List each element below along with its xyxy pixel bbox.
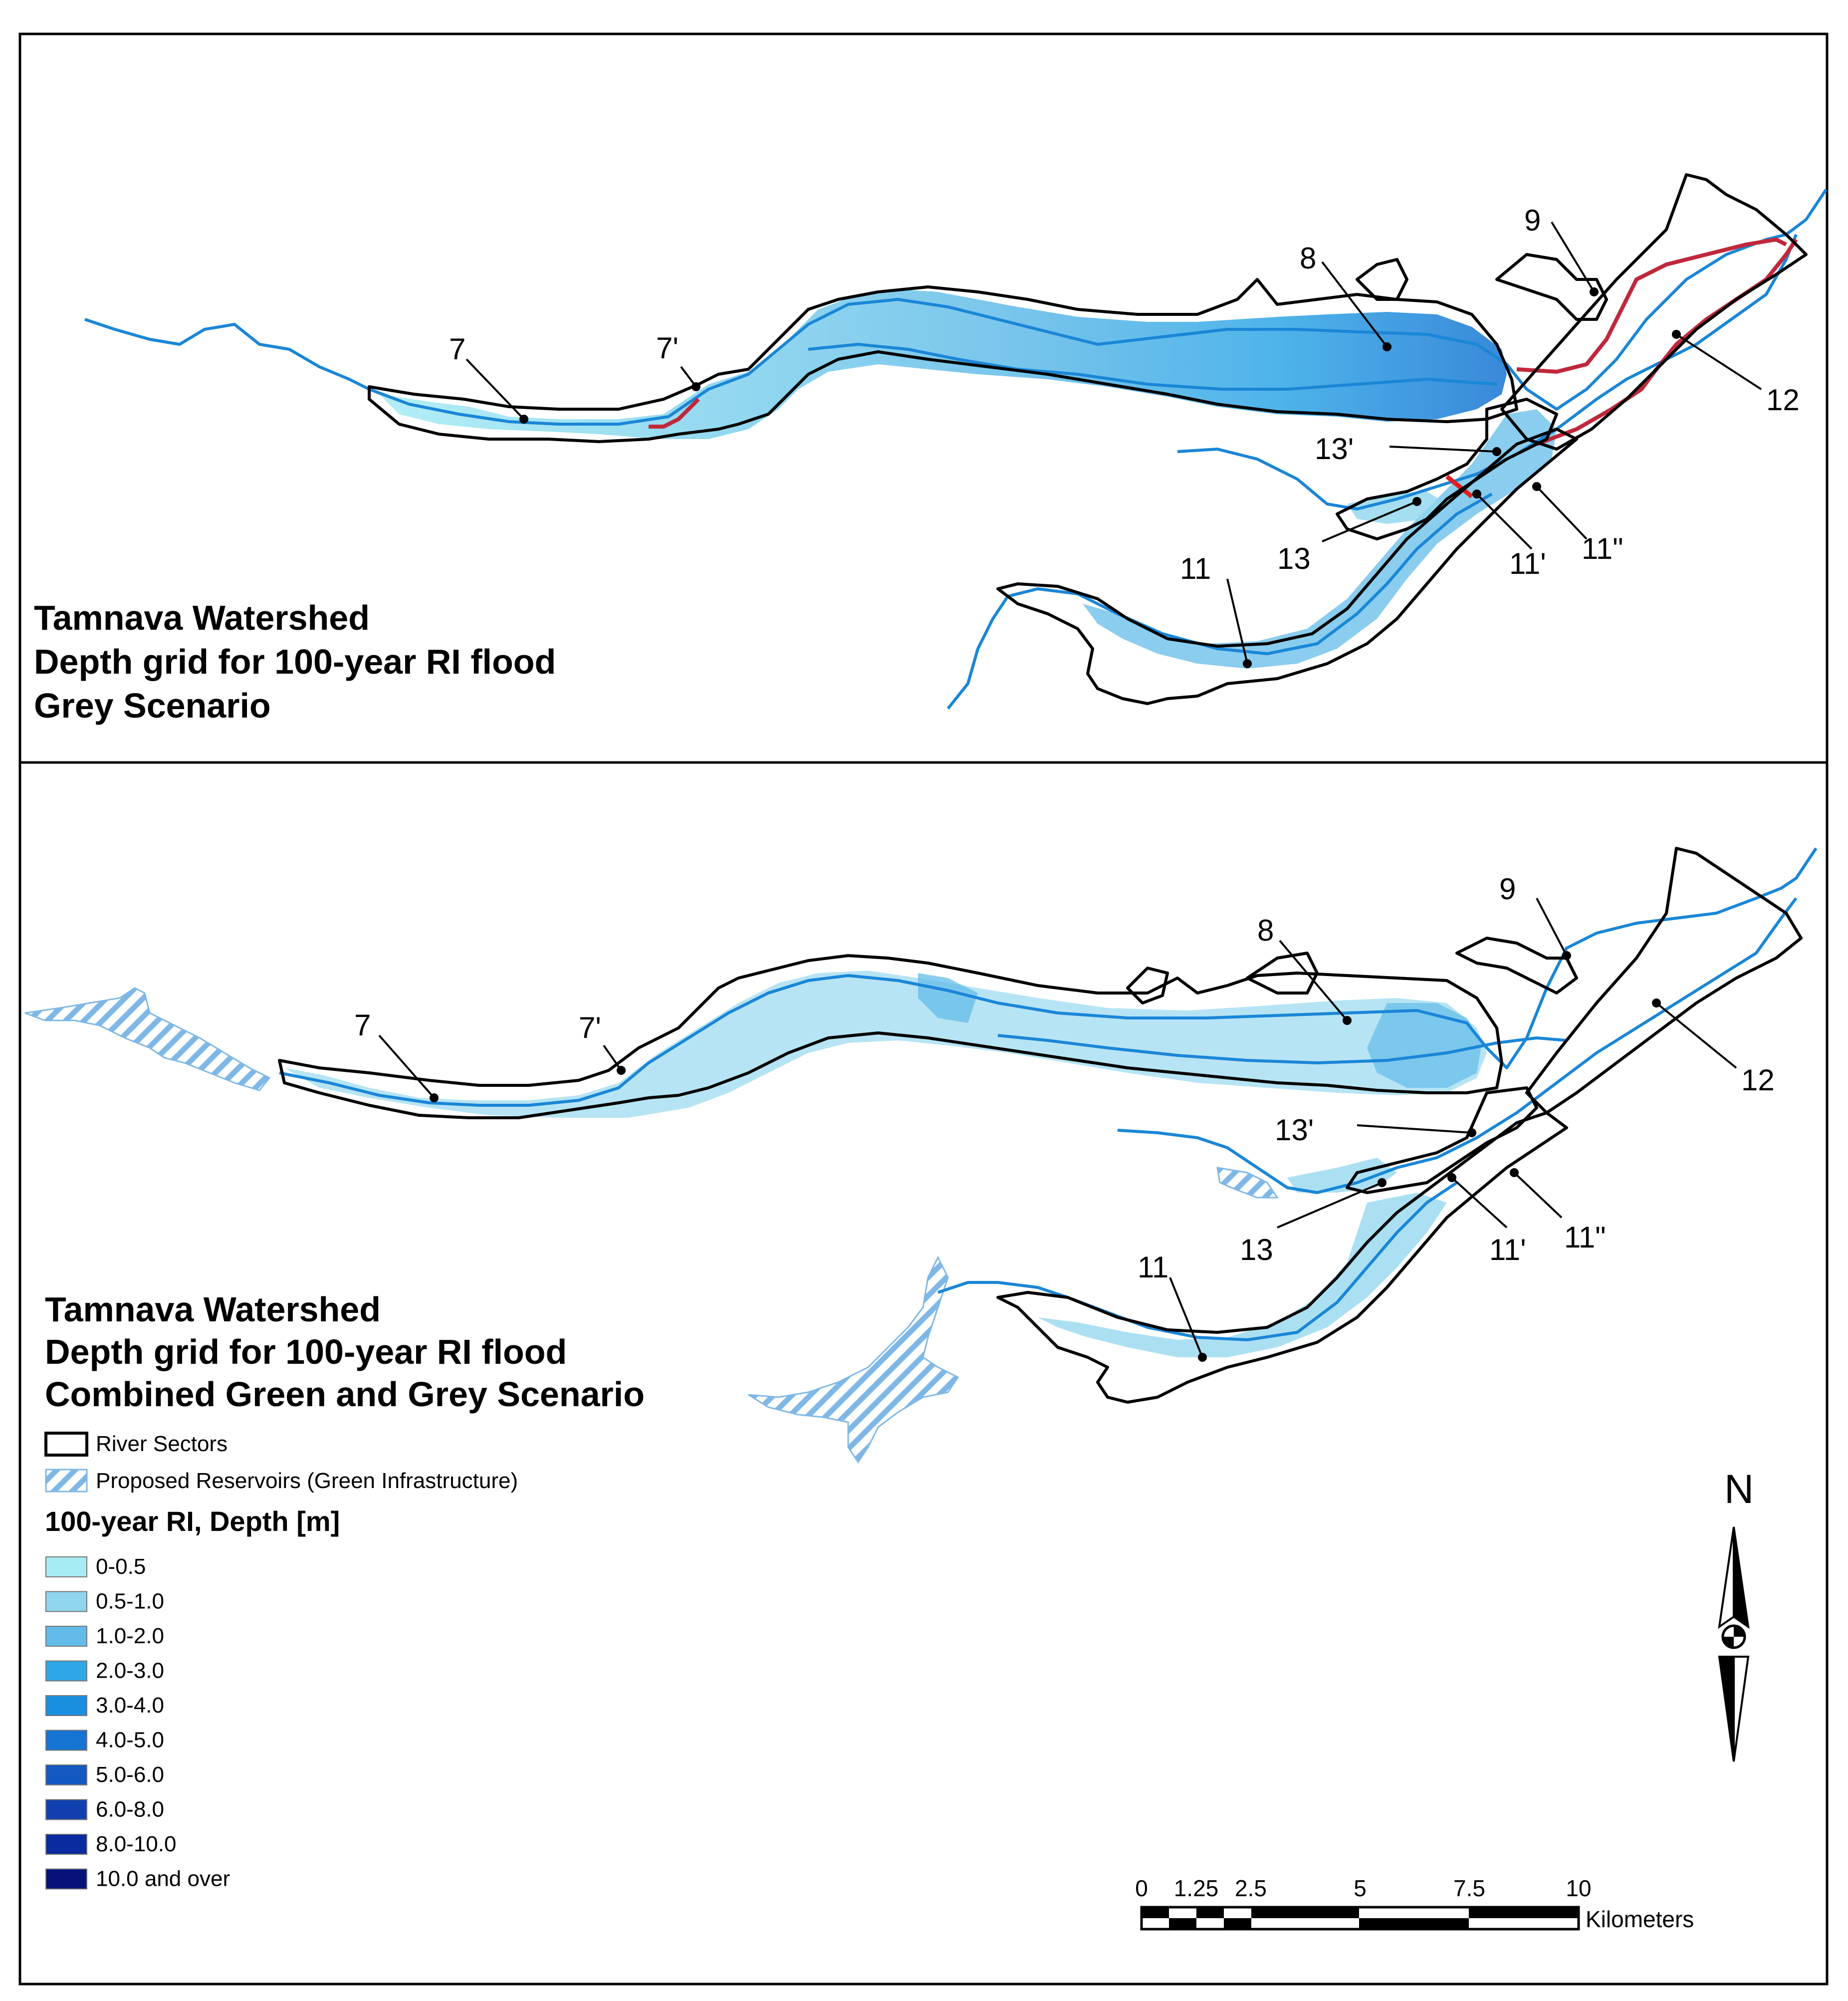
top-panel: 7 7' 8 9 12 13' 13 11' 11" 11 Tamnava Wa… (18, 32, 1829, 764)
legend-swatch-2 (45, 1626, 87, 1647)
north-arrow-lower-left (1718, 1656, 1735, 1762)
legend-swatch-5 (45, 1730, 87, 1751)
legend-class-label-2: 1.0-2.0 (96, 1624, 164, 1648)
legend-depth-title: 100-year RI, Depth [m] (45, 1505, 340, 1537)
legend-river-sectors-swatch (44, 1432, 88, 1457)
sector-label-12: 12 (1741, 1063, 1775, 1097)
sector-label-7: 7 (449, 332, 465, 366)
sector-label-13: 13 (1277, 542, 1311, 575)
sector-label-8: 8 (1257, 914, 1274, 947)
scale-tick-label-4: 7.5 (1453, 1875, 1485, 1901)
legend-swatch-9 (45, 1868, 87, 1890)
bottom-title-line-2: Depth grid for 100-year RI flood (45, 1332, 567, 1371)
north-arrow-hub-quarters (1723, 1626, 1745, 1648)
sector-label-9: 9 (1499, 872, 1516, 906)
north-arrow: N (1718, 1467, 1754, 1762)
bottom-proposed-reservoirs (24, 987, 1279, 1464)
legend-class-label-7: 6.0-8.0 (96, 1797, 164, 1822)
top-title-line-3: Grey Scenario (34, 686, 271, 725)
legend-river-sectors-label: River Sectors (96, 1432, 228, 1456)
scale-tick-label-3: 5 (1354, 1875, 1367, 1901)
legend-class-label-9: 10.0 and over (96, 1867, 230, 1891)
bottom-panel-title: Tamnava Watershed Depth grid for 100-yea… (45, 1290, 645, 1414)
north-arrow-lower-right (1733, 1656, 1750, 1762)
north-arrow-upper-right (1733, 1526, 1750, 1629)
sector-label-13-prime: 13' (1275, 1113, 1314, 1147)
legend-class-label-0: 0-0.5 (96, 1554, 146, 1579)
legend: River Sectors Proposed Reservoirs (Green… (44, 1432, 518, 1891)
sector-label-13: 13 (1240, 1233, 1273, 1266)
legend-swatch-7 (45, 1799, 87, 1820)
north-arrow-letter: N (1724, 1467, 1754, 1512)
bottom-river-sectors (278, 847, 1803, 1404)
sector-label-12: 12 (1766, 383, 1800, 417)
sector-label-11: 11 (1180, 552, 1211, 585)
scale-tick-label-0: 0 (1135, 1875, 1148, 1901)
bottom-flood-depth (284, 971, 1487, 1357)
legend-class-label-3: 2.0-3.0 (96, 1659, 164, 1683)
legend-class-label-6: 5.0-6.0 (96, 1762, 164, 1787)
scale-bar-tick-labels: 0 1.25 2.5 5 7.5 10 (1135, 1875, 1591, 1901)
sector-label-11-double-prime: 11" (1564, 1221, 1606, 1254)
sector-label-7: 7 (354, 1008, 371, 1042)
legend-swatch-8 (45, 1834, 87, 1855)
sector-label-11: 11 (1138, 1251, 1168, 1284)
scale-bar: 0 1.25 2.5 5 7.5 10 Kilometers (1135, 1875, 1694, 1932)
top-grey-levees (649, 237, 1798, 499)
bottom-sector-labels: 7 7' 8 9 12 13' 13 11' 11" 11 (354, 872, 1775, 1362)
legend-swatch-3 (45, 1660, 87, 1682)
scale-bar-unit: Kilometers (1586, 1906, 1694, 1932)
legend-class-label-1: 0.5-1.0 (96, 1589, 164, 1614)
legend-class-label-5: 4.0-5.0 (96, 1728, 164, 1752)
bottom-title-line-3: Combined Green and Grey Scenario (45, 1375, 645, 1414)
bottom-panel: 7 7' 8 9 12 13' 13 11' 11" 11 Tamnava Wa… (18, 761, 1829, 1986)
top-river-sectors (368, 173, 1808, 705)
top-flood-depth (379, 289, 1557, 669)
legend-reservoirs-label: Proposed Reservoirs (Green Infrastructur… (96, 1469, 518, 1493)
scale-tick-label-5: 10 (1566, 1875, 1591, 1901)
sector-label-11-prime: 11' (1489, 1233, 1526, 1266)
legend-swatch-0 (45, 1556, 87, 1577)
sector-label-11-double-prime: 11" (1582, 532, 1623, 565)
sector-label-11-prime: 11' (1509, 547, 1546, 580)
bottom-title-line-1: Tamnava Watershed (45, 1290, 381, 1329)
legend-swatch-1 (45, 1591, 87, 1612)
top-title-line-1: Tamnava Watershed (34, 598, 370, 637)
legend-reservoirs-swatch (45, 1469, 88, 1493)
sector-label-7-prime: 7' (656, 331, 679, 365)
scale-bar-segments (1140, 1906, 1580, 1931)
legend-swatch-6 (45, 1764, 87, 1785)
sector-label-8: 8 (1300, 242, 1316, 275)
top-panel-title: Tamnava Watershed Depth grid for 100-yea… (34, 598, 556, 725)
bottom-panel-frame (18, 761, 1829, 1986)
top-title-line-2: Depth grid for 100-year RI flood (34, 642, 556, 681)
bottom-rivers (279, 847, 1818, 1341)
legend-swatch-4 (45, 1695, 87, 1716)
sector-label-7-prime: 7' (579, 1011, 601, 1044)
north-arrow-upper-left (1718, 1526, 1735, 1629)
legend-class-label-8: 8.0-10.0 (96, 1832, 176, 1856)
legend-class-label-4: 3.0-4.0 (96, 1693, 164, 1718)
sector-label-9: 9 (1524, 204, 1541, 237)
scale-tick-label-2: 2.5 (1235, 1875, 1267, 1901)
scale-tick-label-1: 1.25 (1174, 1875, 1219, 1901)
legend-depth-classes: 0-0.5 0.5-1.0 1.0-2.0 2.0-3.0 3.0-4.0 4.0-5.0… (45, 1554, 230, 1891)
top-sector-labels: 7 7' 8 9 12 13' 13 11' 11" 11 (449, 204, 1800, 668)
sector-label-13-prime: 13' (1315, 432, 1354, 466)
